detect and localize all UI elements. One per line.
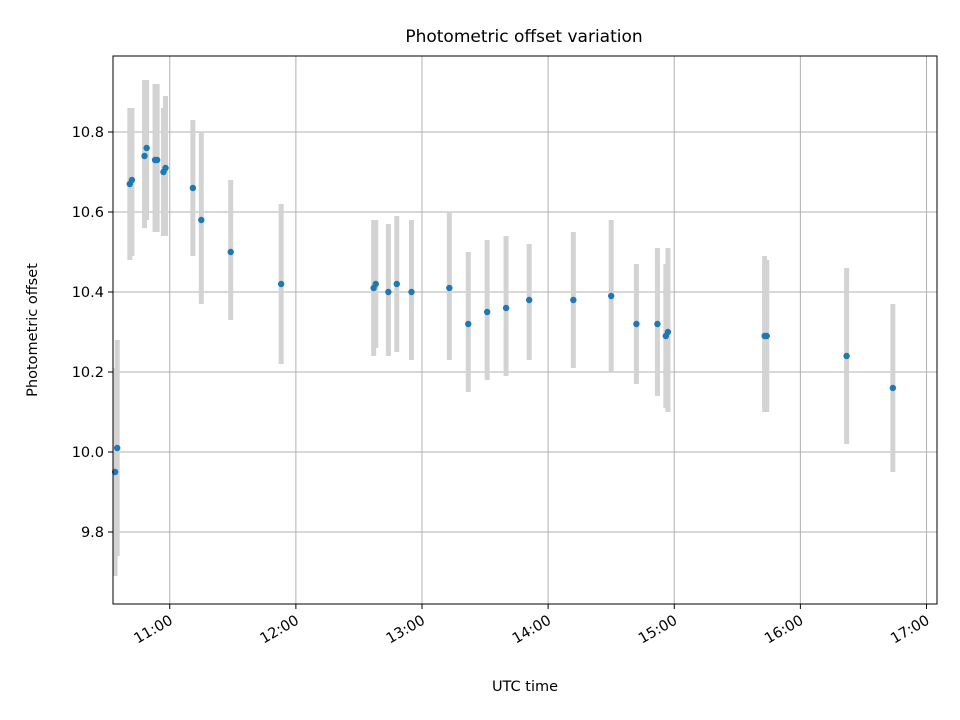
data-point — [141, 152, 148, 160]
y-tick-label: 10.6 — [72, 205, 104, 221]
data-point — [393, 280, 400, 288]
data-point — [408, 288, 415, 296]
data-point — [227, 248, 234, 256]
y-tick-label: 10.0 — [72, 445, 104, 461]
data-point — [502, 304, 510, 312]
data-point — [198, 216, 205, 224]
data-points — [111, 144, 897, 476]
data-point — [162, 164, 169, 172]
data-point — [607, 292, 615, 300]
data-point — [843, 352, 850, 360]
data-point — [114, 444, 121, 452]
data-point — [763, 332, 770, 340]
y-axis-ticks: 9.8 10.0 10.2 10.4 10.6 10.8 — [72, 125, 113, 541]
y-tick-label: 9.8 — [81, 525, 104, 541]
y-tick-label: 10.2 — [72, 365, 104, 381]
plot-frame — [112, 55, 938, 605]
data-point — [889, 384, 897, 392]
data-point — [143, 144, 150, 152]
data-point — [128, 176, 136, 184]
data-point — [526, 296, 533, 304]
data-point — [446, 284, 453, 292]
data-point — [664, 328, 672, 336]
data-point — [372, 280, 379, 288]
data-point — [153, 156, 161, 164]
chart-title: Photometric offset variation — [405, 27, 642, 47]
data-point — [385, 288, 392, 296]
data-point — [654, 320, 661, 328]
gridlines — [113, 56, 937, 604]
data-point — [111, 468, 119, 476]
y-axis-label: Photometric offset — [25, 263, 41, 397]
data-point — [189, 184, 197, 192]
y-tick-label: 10.4 — [72, 285, 104, 301]
data-point — [277, 280, 285, 288]
data-point — [633, 320, 640, 328]
data-point — [570, 296, 577, 304]
x-axis-label: UTC time — [492, 679, 558, 695]
data-point — [465, 320, 472, 328]
y-tick-label: 10.8 — [72, 125, 104, 141]
data-point — [483, 308, 491, 316]
